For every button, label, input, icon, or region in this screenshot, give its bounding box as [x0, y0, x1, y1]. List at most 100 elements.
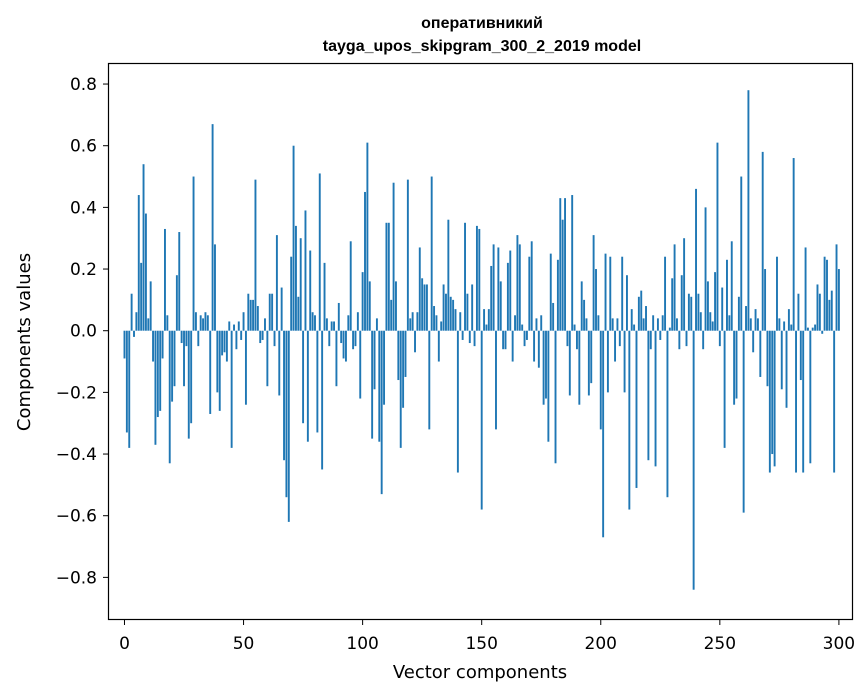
bar	[821, 330, 824, 334]
bar	[390, 299, 393, 331]
bar	[261, 330, 264, 340]
y-tick-label: −0.6	[56, 507, 97, 527]
chart-title: оперативникий	[421, 15, 543, 32]
bar	[583, 299, 586, 331]
bar	[242, 312, 245, 331]
bar	[723, 330, 726, 448]
bar	[776, 256, 778, 331]
bar	[252, 299, 255, 331]
bar	[492, 244, 495, 331]
bar	[516, 235, 519, 331]
bar	[540, 315, 543, 331]
bar	[826, 259, 828, 331]
bar	[130, 293, 133, 331]
bar	[294, 225, 297, 331]
bar	[614, 330, 617, 362]
bar	[454, 309, 457, 331]
bar	[128, 330, 131, 448]
bar	[402, 330, 405, 408]
bar	[518, 244, 521, 331]
bar	[328, 330, 331, 347]
bar	[495, 330, 497, 430]
bar	[125, 330, 128, 433]
x-tick-label: 50	[233, 634, 255, 654]
bar	[345, 330, 347, 362]
bar	[359, 330, 362, 399]
bar	[175, 275, 178, 331]
bar	[354, 330, 357, 347]
bar	[592, 235, 595, 331]
bar	[395, 281, 397, 331]
bar	[690, 296, 693, 331]
x-tick-label: 300	[823, 634, 855, 654]
bar	[178, 232, 181, 331]
bar	[747, 90, 750, 331]
bar	[740, 176, 743, 331]
chart-subtitle: tayga_upos_skipgram_300_2_2019 model	[323, 38, 641, 55]
bar	[361, 272, 364, 331]
bar	[566, 330, 569, 347]
bar	[823, 256, 826, 331]
bar	[249, 299, 252, 331]
bar	[216, 330, 219, 393]
bars-group	[123, 90, 840, 590]
bar	[271, 293, 274, 331]
bar	[749, 318, 752, 331]
bar	[664, 256, 667, 331]
bar	[311, 312, 314, 331]
bar	[771, 330, 774, 455]
bar	[204, 312, 207, 331]
bar	[214, 244, 216, 331]
bar	[547, 330, 550, 442]
bar	[490, 265, 493, 331]
bar	[828, 299, 831, 331]
bar	[661, 315, 664, 331]
bar	[673, 244, 676, 331]
bar	[785, 330, 788, 408]
bar	[787, 309, 790, 331]
bar	[475, 225, 478, 331]
bar	[375, 318, 378, 331]
bar	[730, 241, 733, 331]
bar	[564, 198, 566, 331]
bar	[721, 287, 724, 331]
bar	[499, 281, 502, 331]
bar	[342, 330, 345, 359]
bar	[523, 330, 526, 347]
bar	[711, 321, 714, 331]
bar	[623, 330, 626, 393]
bar	[430, 176, 433, 331]
bar	[447, 219, 450, 331]
bar	[666, 330, 669, 498]
bar	[578, 330, 581, 405]
bar	[337, 302, 340, 331]
bar	[595, 269, 597, 331]
bar	[147, 318, 150, 331]
bar	[630, 309, 633, 331]
bar	[833, 330, 836, 473]
bar	[626, 275, 628, 331]
x-tick-label: 0	[119, 634, 130, 654]
bar	[330, 321, 333, 331]
bar	[735, 330, 738, 399]
x-tick-label: 100	[346, 634, 378, 654]
bar	[221, 330, 224, 356]
bar	[166, 315, 169, 331]
bar	[266, 330, 269, 387]
bar	[368, 281, 371, 331]
bar	[135, 312, 138, 331]
x-axis-label: Vector components	[393, 662, 567, 683]
bar	[728, 315, 731, 331]
bar	[514, 315, 516, 331]
bar	[618, 330, 621, 347]
bar	[818, 293, 821, 331]
bar	[280, 287, 283, 331]
bar	[228, 321, 231, 331]
bar	[349, 241, 352, 331]
bar	[314, 315, 316, 331]
bar	[609, 256, 612, 331]
bar	[704, 207, 707, 331]
bar	[521, 324, 524, 331]
bar	[792, 158, 795, 331]
bar	[702, 330, 705, 350]
